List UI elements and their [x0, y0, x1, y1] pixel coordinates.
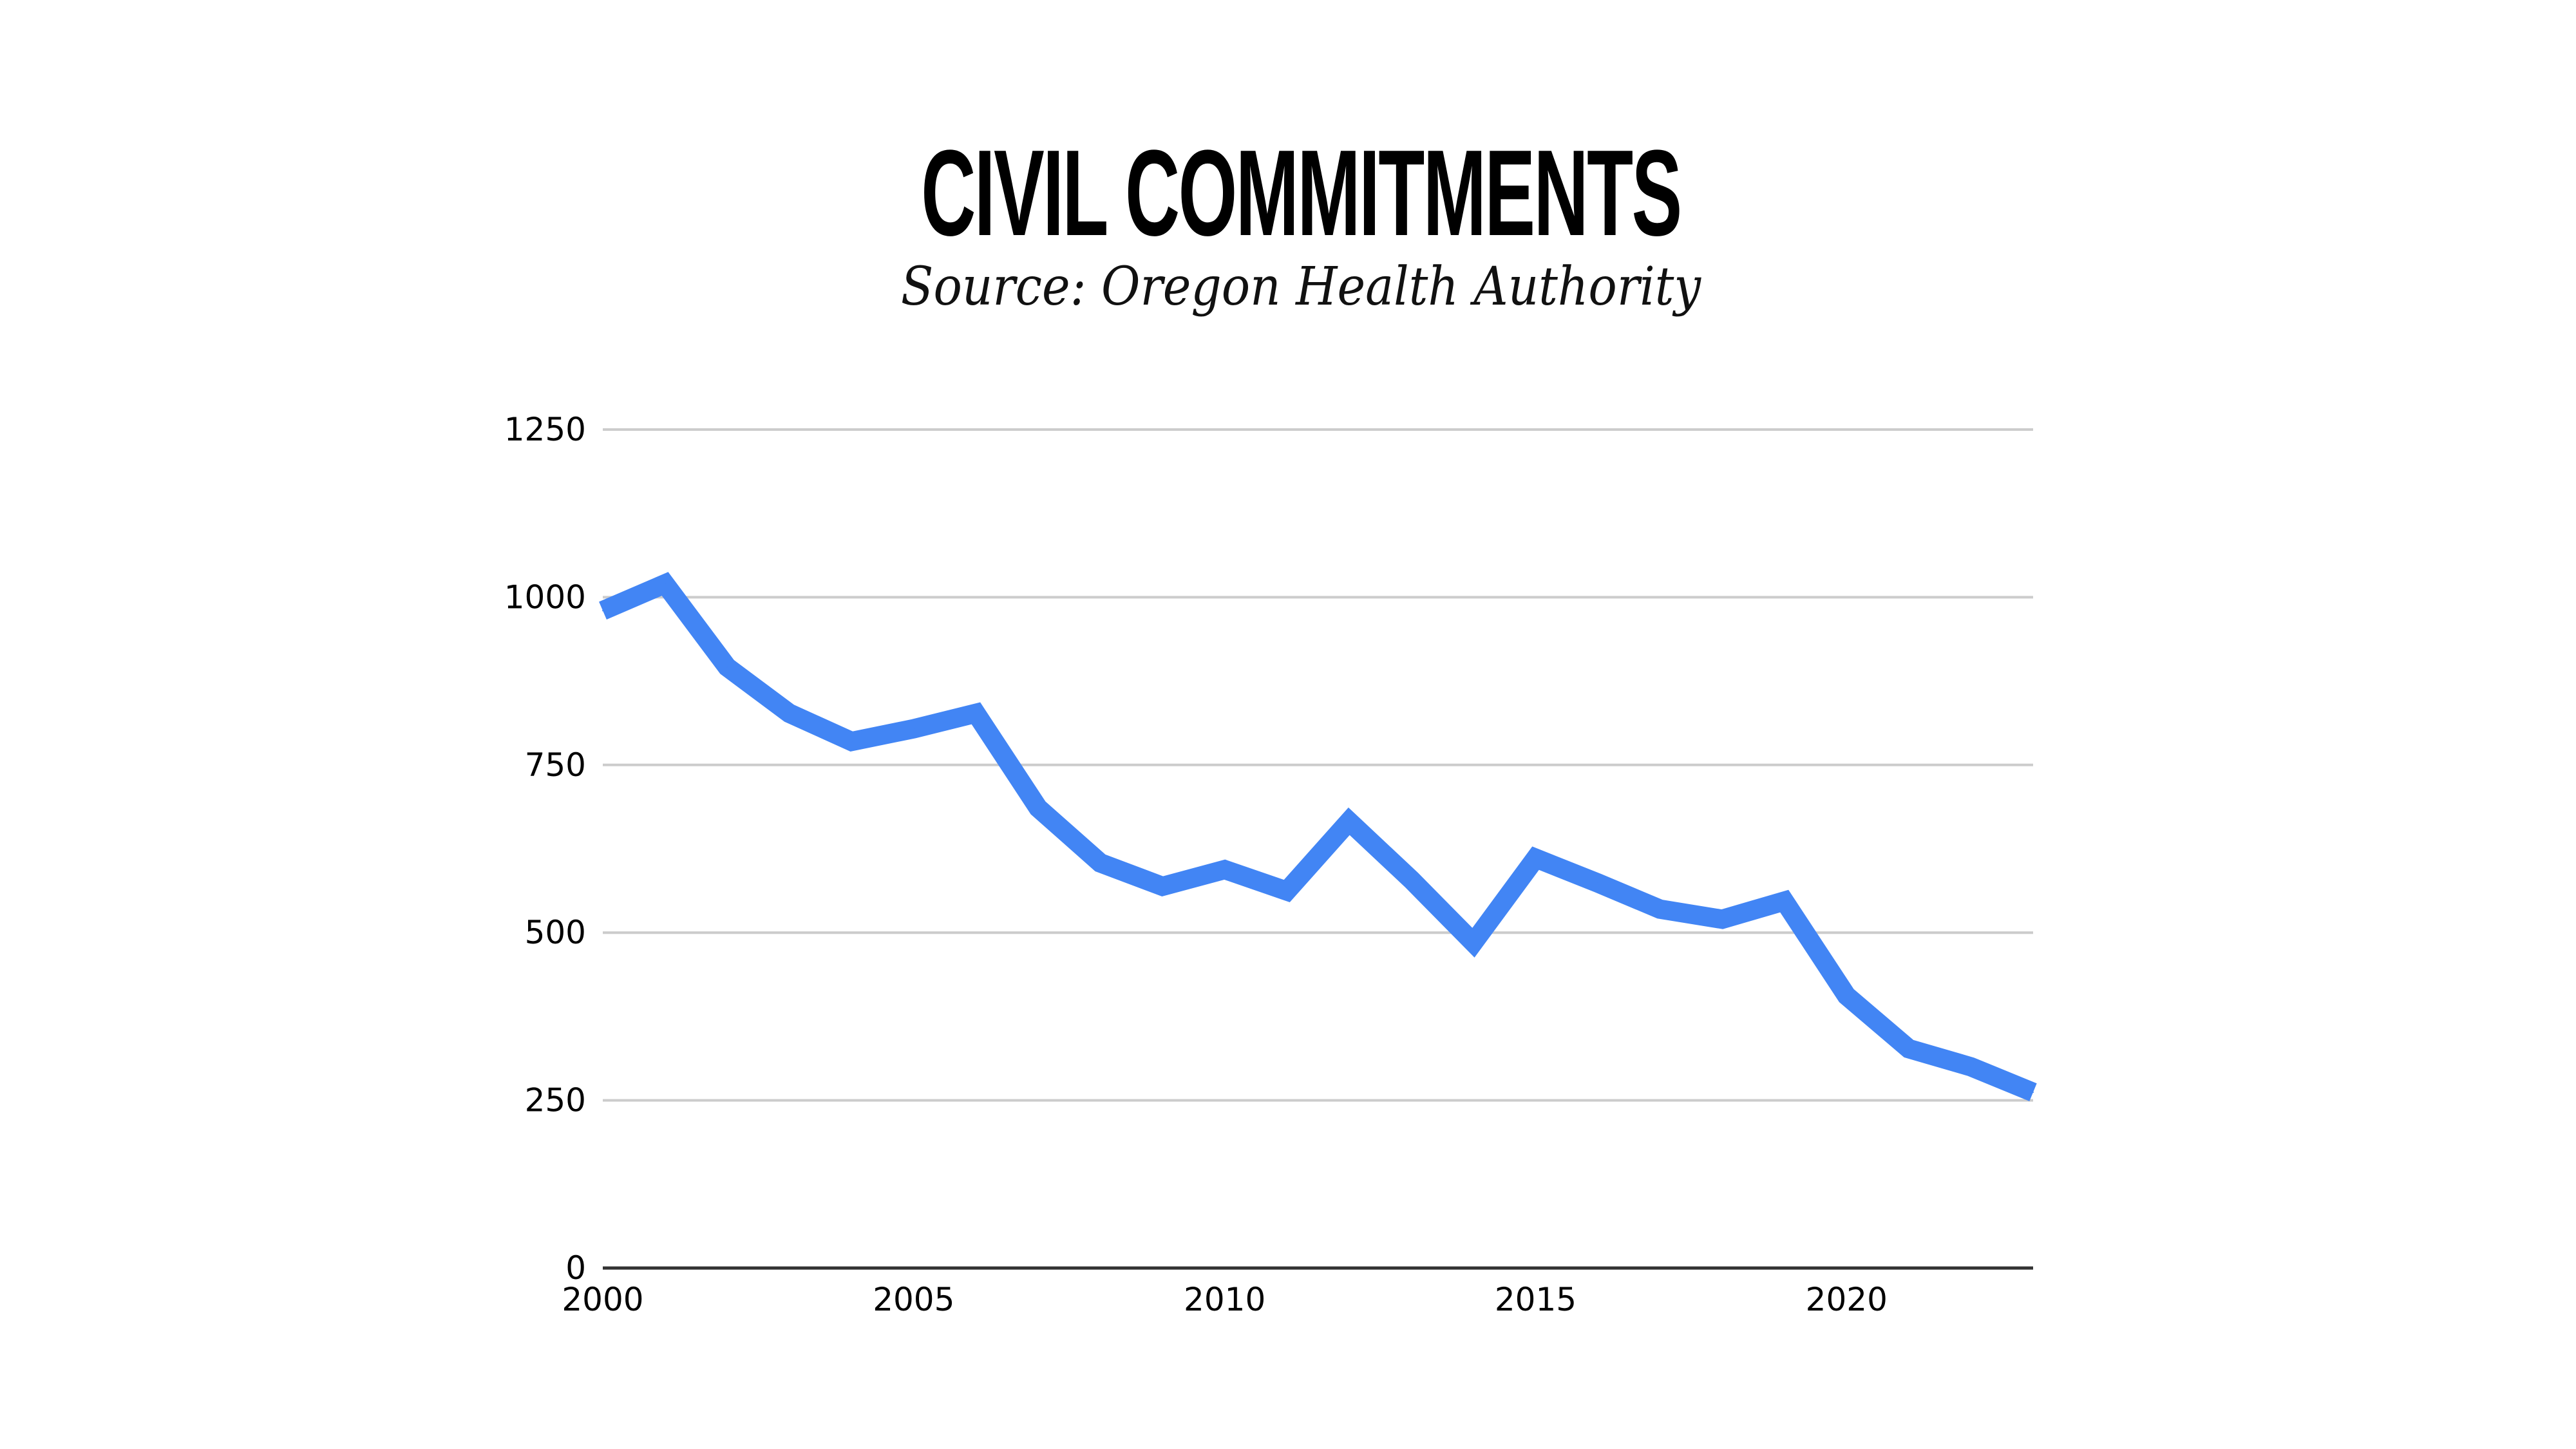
y-axis-ticks: 0 250 500 750 1000 1250 [504, 411, 586, 1287]
series-line-0 [599, 572, 2037, 1101]
y-tick-label: 250 [525, 1082, 586, 1119]
chart-subtitle: Source: Oregon Health Authority [900, 256, 1701, 317]
data-point-2010 [1224, 869, 1226, 871]
data-point-2022 [1970, 1066, 1972, 1068]
x-tick-label: 2015 [1495, 1281, 1577, 1318]
series-group [599, 572, 2037, 1101]
data-point-2016 [1597, 882, 1599, 884]
data-point-2001 [664, 583, 666, 585]
data-point-2007 [1037, 807, 1039, 809]
data-point-2002 [726, 666, 728, 668]
y-tick-label: 0 [565, 1249, 586, 1287]
data-point-2021 [1908, 1048, 1909, 1050]
data-point-2017 [1659, 908, 1661, 910]
data-point-2003 [788, 712, 790, 714]
x-axis-ticks: 2000 2005 2010 2015 2020 [562, 1281, 1888, 1318]
data-point-2000 [602, 610, 603, 612]
chart-title: CIVIL COMMITMENTS [921, 125, 1682, 261]
data-point-2020 [1846, 995, 1848, 997]
y-tick-label: 1000 [504, 578, 586, 616]
data-point-2012 [1348, 820, 1350, 822]
data-point-2011 [1286, 890, 1288, 892]
data-point-2005 [913, 728, 914, 730]
y-tick-label: 500 [525, 914, 586, 951]
data-point-2013 [1410, 878, 1412, 880]
gridlines [603, 428, 2033, 1102]
x-tick-label: 2005 [873, 1281, 954, 1318]
data-point-2015 [1535, 857, 1537, 859]
y-tick-label: 750 [525, 746, 586, 784]
data-point-2006 [975, 712, 977, 714]
x-tick-label: 2020 [1806, 1281, 1888, 1318]
data-point-2014 [1472, 942, 1474, 943]
data-point-2018 [1721, 918, 1723, 920]
data-point-2004 [851, 741, 853, 743]
x-tick-label: 2000 [562, 1281, 643, 1318]
data-point-2009 [1162, 886, 1164, 887]
data-point-2008 [1099, 862, 1101, 864]
y-tick-label: 1250 [504, 411, 586, 448]
data-point-2019 [1783, 900, 1785, 902]
data-point-2023 [2032, 1092, 2034, 1094]
x-tick-label: 2010 [1184, 1281, 1265, 1318]
